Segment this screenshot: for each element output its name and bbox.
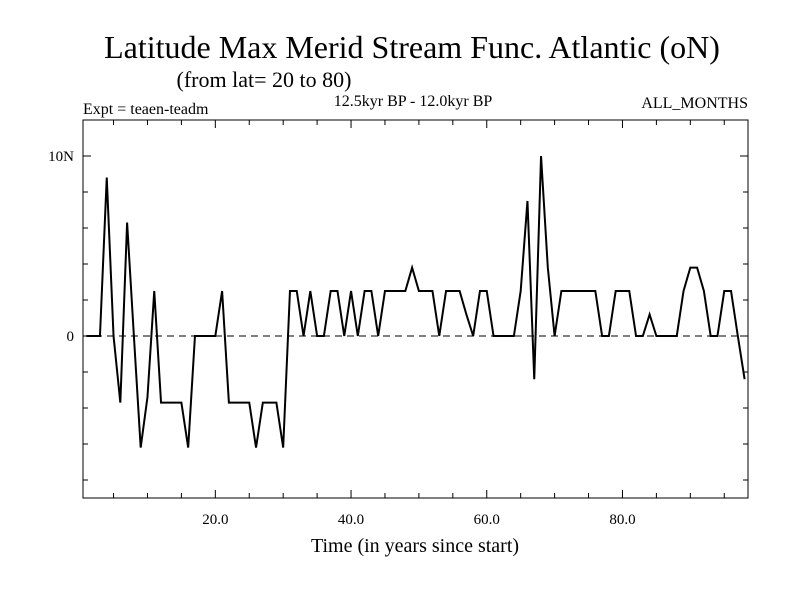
experiment-label: Expt = teaen-teadm [83,101,209,118]
x-tick-label: 60.0 [474,512,500,528]
months-label: ALL_MONTHS [641,95,748,112]
series-line [86,155,746,448]
axis-ticks [83,120,748,498]
period-label: 12.5kyr BP - 12.0kyr BP [334,93,493,110]
x-tick-label: 40.0 [338,512,364,528]
y-tick-label: 0 [67,329,75,345]
x-tick-labels: 20.0 40.0 60.0 80.0 [202,512,635,528]
chart-title: Latitude Max Merid Stream Func. Atlantic… [104,29,720,65]
chart-subtitle: (from lat= 20 to 80) [177,67,352,92]
series-group [86,155,746,448]
x-tick-label: 80.0 [609,512,635,528]
data-points-group [85,155,745,449]
plot-frame [82,119,749,499]
x-tick-label: 20.0 [202,512,228,528]
x-axis-label: Time (in years since start) [311,535,519,557]
y-tick-label: 10N [48,149,74,165]
y-tick-labels: 0 10N [48,149,74,345]
